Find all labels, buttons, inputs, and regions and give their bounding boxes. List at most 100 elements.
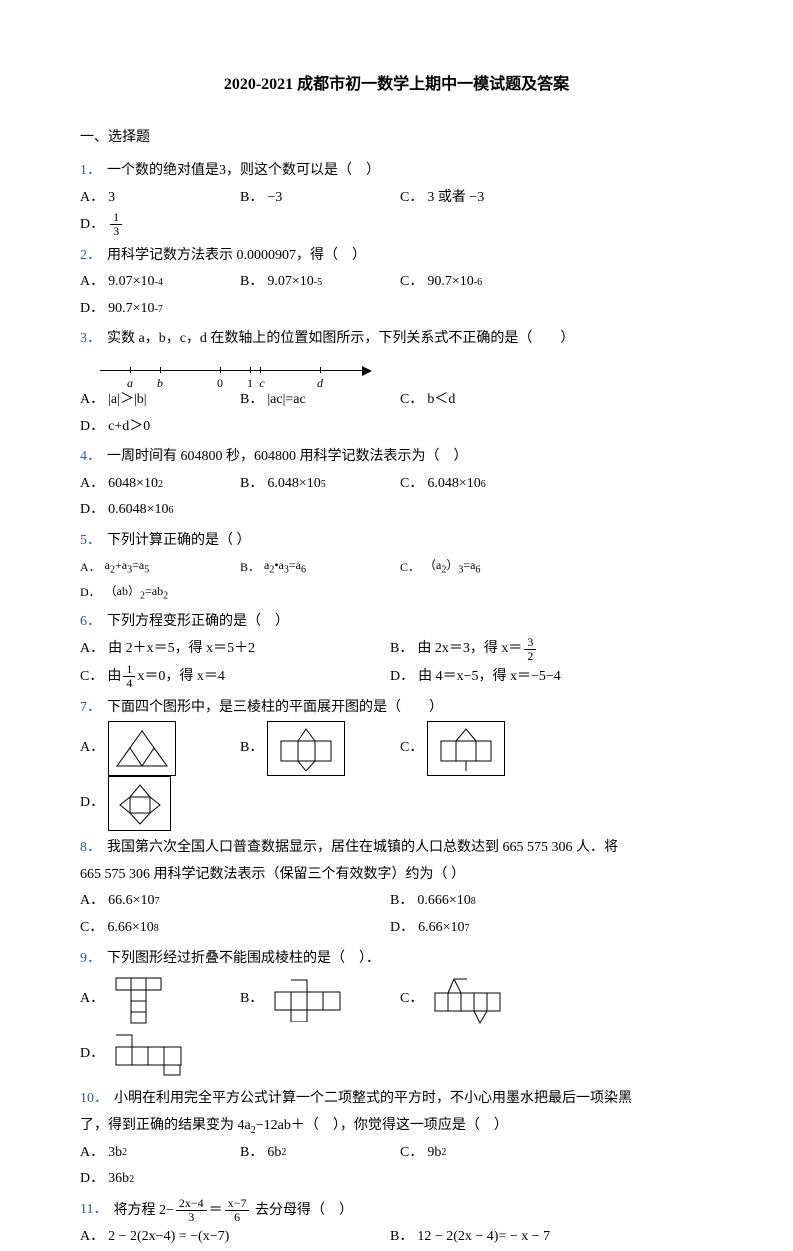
option-d[interactable]: D．（ab）2=ab2 — [80, 580, 230, 605]
q-body: 下列图形经过折叠不能围成棱柱的是（ ）． — [107, 946, 380, 973]
option-b[interactable]: B．−3 — [240, 185, 390, 212]
option-d[interactable]: D． — [80, 776, 230, 831]
option-b[interactable]: B．6b2 — [240, 1140, 390, 1167]
option-d[interactable]: D．6.66×107 — [390, 915, 690, 942]
frac-den: 2 — [524, 650, 536, 663]
option-a[interactable]: A．2 − 2(2x−4) = −(x−7) — [80, 1224, 380, 1251]
opt-label: B． — [240, 269, 263, 296]
opt-text: a2•a3=a6 — [264, 554, 306, 579]
opt-label: D． — [80, 212, 104, 239]
q-body-cont: 665 575 306 用科学记数法表示（保留三个有效数字）约为（ ） — [80, 862, 713, 889]
q-num: 7． — [80, 695, 101, 722]
option-d[interactable]: D．36b2 — [80, 1166, 230, 1193]
net-cross-icon — [267, 972, 348, 1027]
opt-label: A． — [80, 387, 104, 414]
option-b[interactable]: B．6.048×105 — [240, 471, 390, 498]
option-d[interactable]: D．90.7×10-7 — [80, 296, 230, 323]
q-body: 用科学记数方法表示 0.0000907，得（ ） — [107, 243, 366, 270]
opt-text: 3 — [108, 185, 115, 212]
option-c[interactable]: C． — [400, 721, 550, 776]
net-t-shape-icon — [108, 972, 169, 1027]
question-6: 6．下列方程变形正确的是（ ） A．由 2＋x＝5，得 x＝5＋2 B．由 2x… — [80, 609, 713, 690]
q-num: 8． — [80, 835, 101, 862]
frac-num: 1 — [123, 663, 135, 677]
option-d[interactable]: D． — [80, 1027, 230, 1082]
question-4: 4．一周时间有 604800 秒，604800 用科学记数法表示为（ ） A．6… — [80, 444, 713, 524]
opt-text: 36b — [108, 1166, 129, 1193]
opt-text: 9.07×10 — [108, 269, 154, 296]
option-a[interactable]: A．3b2 — [80, 1140, 230, 1167]
option-b[interactable]: B．0.666×108 — [390, 888, 690, 915]
option-c[interactable]: C．6.66×108 — [80, 915, 380, 942]
opt-text: 6.66×10 — [107, 915, 153, 942]
q-num: 10． — [80, 1086, 108, 1113]
exponent: 7 — [465, 919, 470, 938]
q-body: 我国第六次全国人口普查数据显示，居住在城镇的人口总数达到 665 575 306… — [107, 835, 618, 862]
q-num: 4． — [80, 444, 101, 471]
opt-label: D． — [80, 581, 101, 604]
option-c[interactable]: C． — [400, 972, 550, 1027]
opt-label: A． — [80, 1224, 104, 1251]
option-d[interactable]: D．13 — [80, 211, 230, 238]
question-1: 1．一个数的绝对值是3，则这个数可以是（ ） A．3 B．−3 C．3 或者 −… — [80, 158, 713, 239]
exponent: 8 — [471, 892, 476, 911]
exponent: 2 — [158, 475, 163, 494]
opt-label: D． — [80, 497, 104, 524]
option-c[interactable]: C．3 或者 −3 — [400, 185, 550, 212]
q-body: 将方程 2−2x−43＝x−76 去分母得（ ） — [113, 1197, 352, 1225]
option-a[interactable]: A．|a|＞|b| — [80, 387, 230, 414]
opt-label: A． — [80, 471, 104, 498]
opt-label: C． — [400, 387, 423, 414]
opt-label: B． — [240, 471, 263, 498]
option-b[interactable]: B．12 − 2(2x − 4)= − x − 7 — [390, 1224, 690, 1251]
opt-text: 由 2＋x＝5，得 x＝5＋2 — [108, 636, 255, 663]
exponent: 6 — [169, 501, 174, 520]
opt-text: 0.6048×10 — [108, 497, 168, 524]
opt-label: D． — [80, 1041, 104, 1068]
option-b[interactable]: B． — [240, 721, 390, 776]
question-3: 3．实数 a，b，c，d 在数轴上的位置如图所示，下列关系式不正确的是（ ） a… — [80, 326, 713, 440]
exponent: 6 — [481, 475, 486, 494]
option-a[interactable]: A．由 2＋x＝5，得 x＝5＋2 — [80, 636, 380, 663]
option-b[interactable]: B．由 2x＝3，得 x＝32 — [390, 636, 690, 663]
option-c[interactable]: C．b＜d — [400, 387, 550, 414]
option-d[interactable]: D．0.6048×106 — [80, 497, 230, 524]
number-line-diagram: a b 0 1 c d — [100, 355, 380, 385]
option-a[interactable]: A．a2+a3=a5 — [80, 554, 230, 579]
option-a[interactable]: A．3 — [80, 185, 230, 212]
opt-label: A． — [80, 636, 104, 663]
q-body: 一周时间有 604800 秒，604800 用科学记数法表示为（ ） — [107, 444, 468, 471]
opt-label: C． — [400, 185, 423, 212]
option-b[interactable]: B． — [240, 972, 390, 1027]
option-d[interactable]: D．c+d＞0 — [80, 414, 230, 441]
page-title: 2020-2021 成都市初一数学上期中一模试题及答案 — [80, 70, 713, 100]
opt-text: c+d＞0 — [108, 414, 150, 441]
opt-label: C． — [80, 664, 103, 691]
q-num: 6． — [80, 609, 101, 636]
exponent: 7 — [155, 892, 160, 911]
question-11: 11． 将方程 2−2x−43＝x−76 去分母得（ ） A．2 − 2(2x−… — [80, 1197, 713, 1251]
option-c[interactable]: C．由 14x＝0，得 x＝4 — [80, 663, 380, 690]
option-a[interactable]: A． — [80, 972, 230, 1027]
opt-text: 6048×10 — [108, 471, 158, 498]
option-c[interactable]: C．90.7×10-6 — [400, 269, 550, 296]
opt-label: B． — [390, 1224, 413, 1251]
option-c[interactable]: C．6.048×106 — [400, 471, 550, 498]
opt-text: 由 4＝x−5，得 x＝−5−4 — [418, 664, 561, 691]
opt-text: 2 − 2(2x−4) = −(x−7) — [108, 1224, 229, 1251]
option-a[interactable]: A．6048×102 — [80, 471, 230, 498]
option-b[interactable]: B．9.07×10-5 — [240, 269, 390, 296]
option-c[interactable]: C．9b2 — [400, 1140, 550, 1167]
q-body: 下列计算正确的是（ ） — [107, 528, 251, 555]
q-num: 9． — [80, 946, 101, 973]
opt-label: C． — [400, 1140, 423, 1167]
opt-label: B． — [390, 636, 413, 663]
option-a[interactable]: A．9.07×10-4 — [80, 269, 230, 296]
option-b[interactable]: B．a2•a3=a6 — [240, 554, 390, 579]
option-a[interactable]: A．66.6×107 — [80, 888, 380, 915]
option-c[interactable]: C．（a2）3=a6 — [400, 554, 550, 579]
option-a[interactable]: A． — [80, 721, 230, 776]
opt-text: a2+a3=a5 — [105, 554, 150, 579]
fraction: 32 — [524, 636, 536, 663]
option-d[interactable]: D．由 4＝x−5，得 x＝−5−4 — [390, 663, 690, 690]
